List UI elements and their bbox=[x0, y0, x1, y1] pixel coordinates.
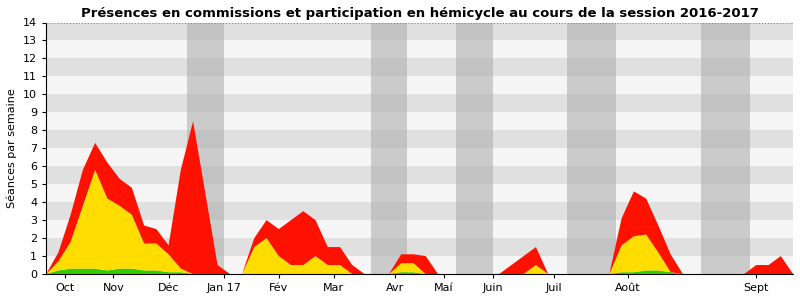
Bar bbox=[46, 184, 793, 202]
Bar bbox=[46, 148, 793, 166]
Bar bbox=[566, 22, 615, 274]
Bar bbox=[46, 130, 793, 148]
Y-axis label: Séances par semaine: Séances par semaine bbox=[7, 88, 18, 208]
Bar bbox=[46, 256, 793, 274]
Bar bbox=[456, 22, 493, 274]
Bar bbox=[46, 58, 793, 76]
Bar bbox=[46, 76, 793, 94]
Bar bbox=[370, 22, 407, 274]
Bar bbox=[46, 94, 793, 112]
Bar bbox=[46, 238, 793, 256]
Bar bbox=[187, 22, 224, 274]
Bar bbox=[46, 220, 793, 238]
Bar bbox=[46, 22, 793, 40]
Title: Présences en commissions et participation en hémicycle au cours de la session 20: Présences en commissions et participatio… bbox=[81, 7, 758, 20]
Bar bbox=[46, 112, 793, 130]
Bar bbox=[46, 202, 793, 220]
Bar bbox=[46, 40, 793, 58]
Bar bbox=[46, 166, 793, 184]
Bar bbox=[702, 22, 750, 274]
